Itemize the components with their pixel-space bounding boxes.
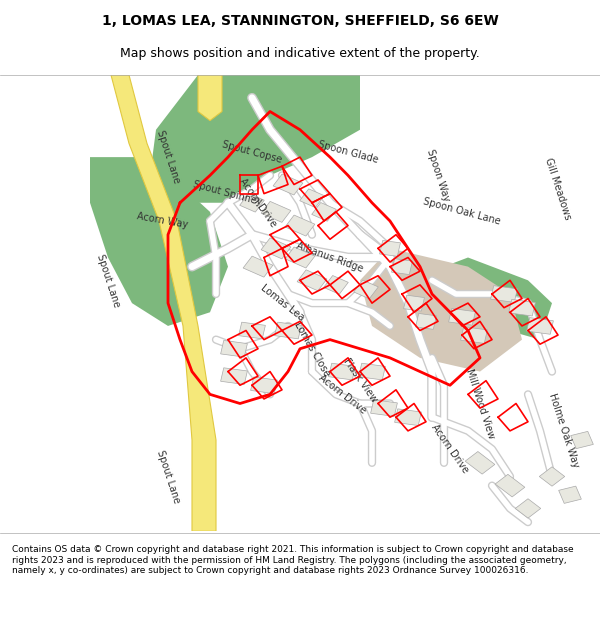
Bar: [261, 238, 291, 259]
Text: Flask View: Flask View: [341, 357, 379, 404]
Bar: [515, 499, 541, 518]
Bar: [251, 377, 277, 394]
Text: 1, LOMAS LEA, STANNINGTON, SHEFFIELD, S6 6EW: 1, LOMAS LEA, STANNINGTON, SHEFFIELD, S6…: [101, 14, 499, 28]
Bar: [297, 270, 327, 291]
Bar: [527, 318, 553, 334]
Bar: [354, 280, 378, 299]
Text: Gill Meadows: Gill Meadows: [543, 157, 573, 221]
Polygon shape: [111, 75, 216, 531]
Text: Map shows position and indicative extent of the property.: Map shows position and indicative extent…: [120, 48, 480, 61]
Bar: [559, 486, 581, 503]
Text: Spoon Way: Spoon Way: [425, 148, 451, 202]
Bar: [221, 341, 247, 357]
Polygon shape: [90, 157, 228, 326]
Text: Spout Copse: Spout Copse: [221, 140, 283, 166]
Bar: [491, 286, 517, 302]
Text: Spout Spinney: Spout Spinney: [193, 179, 263, 208]
Text: Acorn Drive: Acorn Drive: [316, 373, 368, 416]
Bar: [392, 259, 412, 274]
Bar: [416, 314, 436, 329]
Bar: [261, 201, 291, 222]
Text: Acorn Drive: Acorn Drive: [430, 423, 470, 476]
Bar: [221, 368, 247, 384]
Bar: [449, 309, 475, 325]
Bar: [371, 400, 397, 416]
Text: Spout Lane: Spout Lane: [155, 129, 181, 185]
Bar: [571, 431, 593, 449]
Polygon shape: [150, 75, 360, 202]
Text: Acorn Way: Acorn Way: [136, 212, 188, 231]
Text: Albanus Ridge: Albanus Ridge: [295, 241, 365, 274]
Bar: [461, 327, 487, 343]
Bar: [509, 299, 535, 316]
Text: Holme Oak Way: Holme Oak Way: [547, 392, 581, 469]
Bar: [359, 363, 385, 380]
Bar: [404, 295, 424, 311]
Bar: [240, 193, 264, 212]
Bar: [275, 322, 301, 339]
Text: Lomas Lea: Lomas Lea: [258, 283, 306, 323]
Text: Mill Wood View: Mill Wood View: [464, 368, 496, 440]
Bar: [324, 276, 348, 294]
Polygon shape: [198, 75, 222, 121]
Bar: [239, 322, 265, 339]
Bar: [495, 474, 525, 497]
Text: Acorn Drive: Acorn Drive: [238, 176, 278, 229]
Text: Spout Lane: Spout Lane: [95, 253, 121, 308]
Text: Spoon Oak Lane: Spoon Oak Lane: [422, 197, 502, 227]
Bar: [285, 215, 315, 236]
Bar: [312, 202, 336, 221]
Polygon shape: [360, 248, 522, 371]
Bar: [395, 409, 421, 426]
Bar: [380, 241, 400, 256]
Bar: [329, 363, 355, 380]
Bar: [539, 467, 565, 486]
Polygon shape: [444, 258, 552, 339]
Text: Spout Lane: Spout Lane: [155, 449, 181, 504]
Bar: [465, 451, 495, 474]
Text: Contains OS data © Crown copyright and database right 2021. This information is : Contains OS data © Crown copyright and d…: [12, 545, 574, 575]
Bar: [243, 256, 273, 277]
Bar: [273, 174, 303, 195]
Bar: [285, 247, 315, 268]
Bar: [300, 189, 324, 208]
Text: Lomas Close: Lomas Close: [292, 319, 332, 378]
Text: Spoon Glade: Spoon Glade: [317, 140, 379, 166]
